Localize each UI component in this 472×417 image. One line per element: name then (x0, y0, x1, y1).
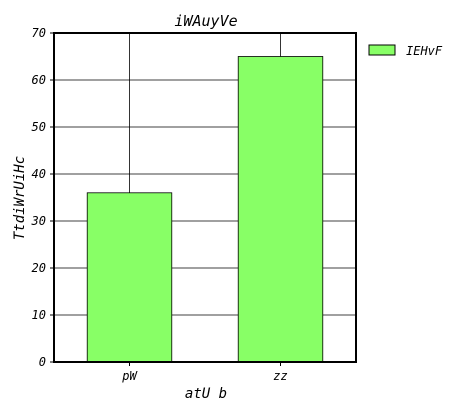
y-tick-label: 70 (32, 26, 46, 40)
y-axis-label: TtdiWrUiHc (12, 156, 28, 240)
legend: IEHvF (368, 44, 443, 58)
chart-title: iWAuyVe (174, 12, 237, 30)
y-tick-label: 50 (32, 120, 46, 134)
y-tick-label: 60 (32, 73, 46, 87)
legend-label: IEHvF (406, 44, 443, 58)
x-ticks: pW zz (121, 362, 288, 383)
bar-pW (86, 192, 173, 363)
y-tick-label: 10 (32, 308, 46, 322)
y-tick-label: 0 (39, 355, 46, 369)
x-axis-label: atU b (185, 386, 227, 402)
x-tick-label: zz (273, 369, 287, 383)
x-tick-label: pW (121, 369, 138, 383)
y-tick-label: 20 (32, 261, 46, 275)
bar-zz (237, 56, 324, 363)
y-tick-label: 40 (32, 167, 46, 181)
legend-swatch (368, 44, 396, 56)
y-tick-label: 30 (31, 214, 46, 228)
y-ticks: 0 10 20 30 40 50 60 70 (31, 26, 54, 369)
bars (86, 56, 324, 363)
plot-frame (53, 32, 357, 363)
